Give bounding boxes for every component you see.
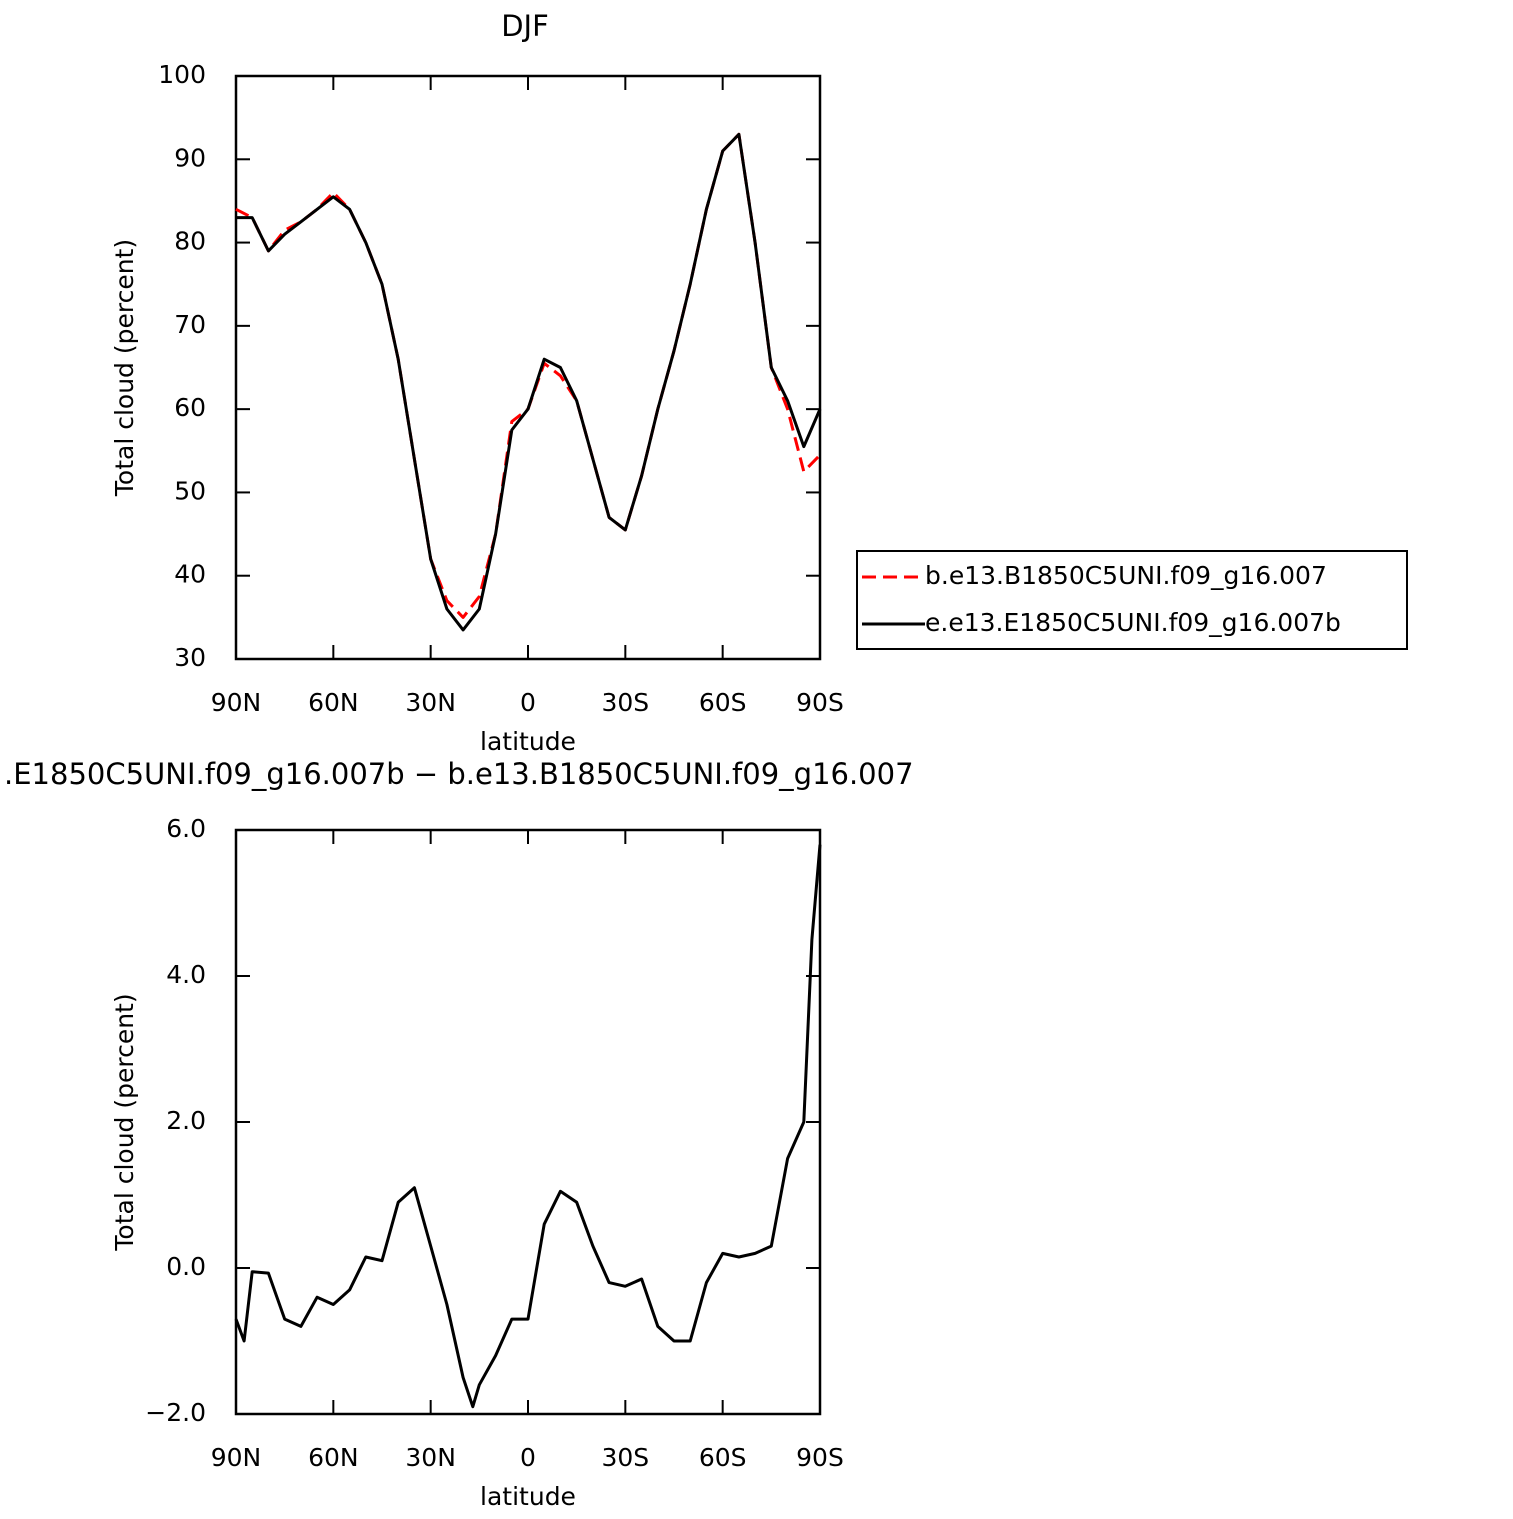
x-axis-label: latitude bbox=[480, 1482, 576, 1511]
x-tick-label: 90S bbox=[796, 1443, 844, 1472]
x-tick-label: 90N bbox=[211, 688, 262, 717]
x-tick-label: 90S bbox=[796, 688, 844, 717]
x-tick-label: 30N bbox=[405, 688, 456, 717]
x-tick-label: 0 bbox=[520, 688, 536, 717]
x-tick-label: 60N bbox=[308, 1443, 359, 1472]
y-tick-label: 100 bbox=[158, 60, 206, 89]
data-line bbox=[235, 132, 822, 619]
y-tick-label: 4.0 bbox=[166, 960, 206, 989]
y-tick-label: 2.0 bbox=[166, 1106, 206, 1135]
x-tick-label: 60S bbox=[699, 1443, 747, 1472]
chart-title: .E1850C5UNI.f09_g16.007b − b.e13.B1850C5… bbox=[4, 757, 914, 791]
chart-title: DJF bbox=[501, 9, 549, 43]
x-tick-label: 90N bbox=[211, 1443, 262, 1472]
data-line bbox=[234, 844, 822, 1409]
legend-label: e.e13.E1850C5UNI.f09_g16.007b bbox=[925, 608, 1341, 637]
y-axis-label: Total cloud (percent) bbox=[110, 239, 139, 497]
y-tick-label: 50 bbox=[174, 476, 206, 505]
x-tick-label: 30S bbox=[601, 1443, 649, 1472]
legend-label: b.e13.B1850C5UNI.f09_g16.007 bbox=[925, 561, 1327, 590]
y-tick-label: 70 bbox=[174, 310, 206, 339]
y-tick-label: 0.0 bbox=[166, 1252, 206, 1281]
data-line bbox=[236, 132, 822, 632]
y-tick-label: 40 bbox=[174, 560, 206, 589]
y-tick-label: 60 bbox=[174, 393, 206, 422]
x-tick-label: 60S bbox=[699, 688, 747, 717]
y-tick-label: 6.0 bbox=[166, 814, 206, 843]
x-axis-label: latitude bbox=[480, 727, 576, 756]
y-tick-label: 80 bbox=[174, 227, 206, 256]
y-tick-label: 90 bbox=[174, 143, 206, 172]
plot-frame bbox=[234, 828, 822, 1416]
y-tick-label: −2.0 bbox=[145, 1398, 206, 1427]
plot-frame bbox=[234, 74, 822, 661]
y-tick-label: 30 bbox=[174, 643, 206, 672]
legend-box bbox=[856, 550, 1408, 650]
y-axis-label: Total cloud (percent) bbox=[110, 993, 139, 1251]
x-tick-label: 30N bbox=[405, 1443, 456, 1472]
x-tick-label: 30S bbox=[601, 688, 649, 717]
x-tick-label: 0 bbox=[520, 1443, 536, 1472]
x-tick-label: 60N bbox=[308, 688, 359, 717]
